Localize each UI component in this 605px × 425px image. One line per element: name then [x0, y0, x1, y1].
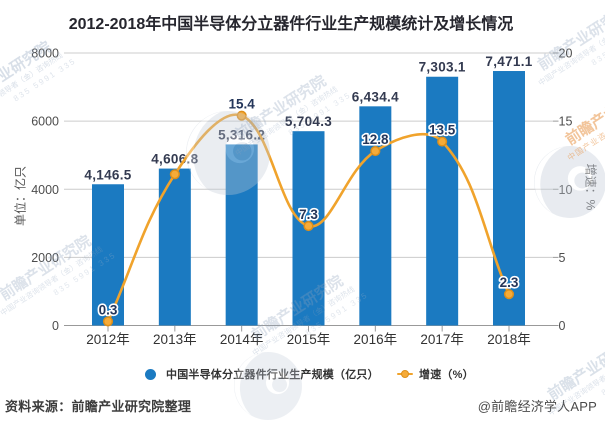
growth-point-marker — [503, 289, 515, 300]
x-axis-tick-label: 2017年 — [420, 332, 464, 347]
growth-value-label: 0.3 — [99, 302, 118, 317]
left-axis-tick-label: 2000 — [31, 251, 59, 265]
bar — [92, 184, 124, 326]
bar-value-label: 4,146.5 — [84, 167, 131, 182]
growth-value-label: 12.8 — [362, 132, 389, 147]
bar-value-label: 7,303.1 — [419, 60, 466, 75]
data-source-note: 资料来源：前瞻产业研究院整理 — [5, 399, 192, 414]
left-axis-tick-label: 4000 — [31, 183, 59, 197]
left-axis-tick-label: 0 — [52, 319, 59, 333]
bar — [359, 106, 392, 326]
x-axis-tick-label: 2012年 — [86, 332, 130, 347]
bar-value-label: 6,434.4 — [352, 89, 399, 104]
bar — [225, 144, 258, 326]
x-axis-tick-label: 2013年 — [153, 332, 197, 347]
growth-point-marker — [102, 316, 114, 327]
growth-point-marker — [370, 146, 381, 157]
right-axis-tick-label: 5 — [559, 251, 566, 265]
x-axis-tick-label: 2016年 — [354, 332, 398, 347]
growth-value-label: 7.3 — [299, 207, 318, 222]
credit-note: @前瞻经济学人APP — [477, 399, 597, 414]
right-axis-tick-label: 20 — [559, 47, 573, 61]
left-axis-tick-label: 6000 — [31, 115, 59, 129]
right-axis-tick-label: 10 — [559, 183, 573, 197]
legend-line-label: 增速（%） — [419, 369, 474, 381]
growth-point-marker — [169, 169, 180, 180]
growth-point-marker — [437, 136, 448, 147]
x-axis-tick-label: 2018年 — [487, 332, 531, 347]
legend-line-marker-icon — [397, 369, 413, 380]
x-axis-tick-label: 2014年 — [220, 332, 264, 347]
growth-point-marker — [236, 110, 247, 121]
right-axis-title: 增速：% — [583, 163, 598, 211]
bar-value-label: 7,471.1 — [485, 54, 532, 69]
bar — [426, 76, 459, 326]
legend-item-growth: 增速（%） — [397, 366, 474, 382]
legend-bar-label: 中国半导体分立器件行业生产规模（亿只） — [166, 369, 379, 381]
x-axis-tick-label: 2015年 — [287, 332, 331, 347]
bar — [492, 71, 525, 326]
legend-item-production: 中国半导体分立器件行业生产规模（亿只） — [145, 366, 379, 382]
growth-value-label: 13.5 — [429, 123, 456, 138]
growth-value-label: 15.4 — [229, 97, 256, 112]
bar-value-label: 5,316.2 — [218, 127, 265, 142]
legend: 中国半导体分立器件行业生产规模（亿只） 增速（%） — [0, 366, 605, 382]
bar — [158, 168, 191, 326]
growth-value-label: 2.3 — [500, 275, 519, 290]
growth-point-marker — [303, 220, 314, 232]
bar-value-label: 4,606.8 — [151, 152, 198, 167]
legend-bar-marker-icon — [145, 368, 156, 380]
left-axis-tick-label: 8000 — [31, 47, 59, 61]
right-axis-tick-label: 15 — [559, 115, 573, 129]
left-axis-title: 单位：亿只 — [13, 165, 28, 227]
chart-title: 2012-2018年中国半导体分立器件行业生产规模统计及增长情况 — [68, 16, 514, 33]
right-axis-tick-label: 0 — [559, 319, 566, 333]
bar-value-label: 5,704.3 — [285, 114, 332, 129]
